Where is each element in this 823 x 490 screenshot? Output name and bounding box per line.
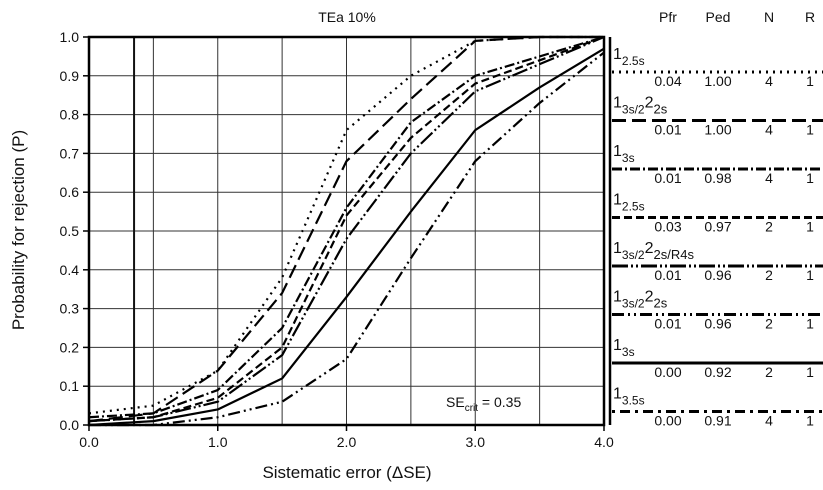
y-tick-label: 0.9 (60, 68, 80, 84)
x-tick-label: 2.0 (337, 434, 357, 450)
legend-value-pfr: 0.01 (654, 122, 681, 138)
legend-value-r: 1 (806, 122, 814, 138)
legend-header-r: R (805, 9, 815, 25)
x-tick-label: 0.0 (79, 434, 99, 450)
legend-value-n: 2 (765, 219, 773, 235)
legend-value-r: 1 (806, 73, 814, 89)
y-axis-label: Probability for rejection (P) (9, 130, 28, 330)
x-tick-label: 1.0 (208, 434, 228, 450)
y-tick-label: 0.8 (60, 107, 80, 123)
series-line-4 (88, 35, 605, 423)
legend-rule-label: 13s/222s/R4s (613, 240, 694, 262)
legend-rule-label: 13s/222s (613, 289, 668, 311)
legend-rule-label: 13s (613, 337, 635, 359)
legend-table: Pfr Ped N R 12.5s 0.04 1.00 4 1 13s/222s 0.01 1.00 4… (612, 9, 823, 429)
legend-value-r: 1 (806, 364, 814, 380)
legend-value-ped: 0.96 (704, 316, 731, 332)
series-line-5 (88, 35, 605, 423)
legend-value-ped: 1.00 (704, 122, 731, 138)
legend-value-pfr: 0.00 (654, 413, 681, 429)
y-tick-label: 1.0 (60, 29, 80, 45)
legend-rule-label: 13s/222s (613, 95, 668, 117)
y-tick-label: 0.5 (60, 223, 80, 239)
legend-value-pfr: 0.01 (654, 316, 681, 332)
series-lines (88, 35, 605, 427)
legend-value-pfr: 0.03 (654, 219, 681, 235)
series-line-3 (88, 35, 605, 419)
legend-value-ped: 0.96 (704, 267, 731, 283)
legend-rule-label: 12.5s (613, 192, 645, 214)
legend-value-n: 4 (765, 413, 773, 429)
legend-value-r: 1 (806, 219, 814, 235)
series-line-7 (89, 51, 605, 427)
legend-value-r: 1 (806, 267, 814, 283)
chart-title: TEa 10% (318, 9, 376, 25)
legend-rule-label: 13s (613, 143, 635, 165)
x-tick-label: 4.0 (594, 434, 614, 450)
series-line-6 (88, 47, 605, 427)
legend-header-pfr: Pfr (659, 9, 677, 25)
y-tick-label: 0.6 (60, 184, 80, 200)
se-crit-label: SEcrit = 0.35 (446, 394, 521, 414)
legend-header-ped: Ped (706, 9, 731, 25)
series-line-2 (88, 35, 604, 423)
se-crit-annotation: SEcrit = 0.35 (446, 394, 521, 414)
legend-value-n: 2 (765, 267, 773, 283)
legend-value-r: 1 (806, 170, 814, 186)
x-tick-label: 3.0 (466, 434, 486, 450)
legend-value-ped: 0.92 (704, 364, 731, 380)
legend-value-n: 4 (765, 170, 773, 186)
legend-value-ped: 0.97 (704, 219, 731, 235)
legend-value-n: 2 (765, 316, 773, 332)
y-tick-label: 0.7 (60, 145, 80, 161)
y-tick-label: 0.0 (60, 417, 80, 433)
x-axis-label: Sistematic error (ΔSE) (262, 463, 431, 482)
y-tick-label: 0.4 (60, 262, 80, 278)
legend-value-ped: 0.98 (704, 170, 731, 186)
legend-value-pfr: 0.00 (654, 364, 681, 380)
legend-header-n: N (764, 9, 774, 25)
legend-value-n: 4 (765, 122, 773, 138)
legend-value-pfr: 0.01 (654, 170, 681, 186)
legend-value-pfr: 0.04 (654, 73, 681, 89)
legend-value-n: 4 (765, 73, 773, 89)
legend-rule-label: 13.5s (613, 386, 645, 408)
legend-value-ped: 1.00 (704, 73, 731, 89)
y-tick-label: 0.1 (60, 378, 80, 394)
legend-value-pfr: 0.01 (654, 267, 681, 283)
legend-value-ped: 0.91 (704, 413, 731, 429)
legend-value-r: 1 (806, 316, 814, 332)
legend-value-r: 1 (806, 413, 814, 429)
legend-rule-label: 12.5s (613, 46, 645, 68)
grid (89, 37, 604, 425)
y-ticks: 0.0 0.1 0.2 0.3 0.4 0.5 0.6 0.7 0.8 0.9 1.0 (60, 29, 89, 433)
legend-value-n: 2 (765, 364, 773, 380)
y-tick-label: 0.2 (60, 339, 80, 355)
x-ticks: 0.0 1.0 2.0 3.0 4.0 (79, 425, 614, 450)
y-tick-label: 0.3 (60, 301, 80, 317)
